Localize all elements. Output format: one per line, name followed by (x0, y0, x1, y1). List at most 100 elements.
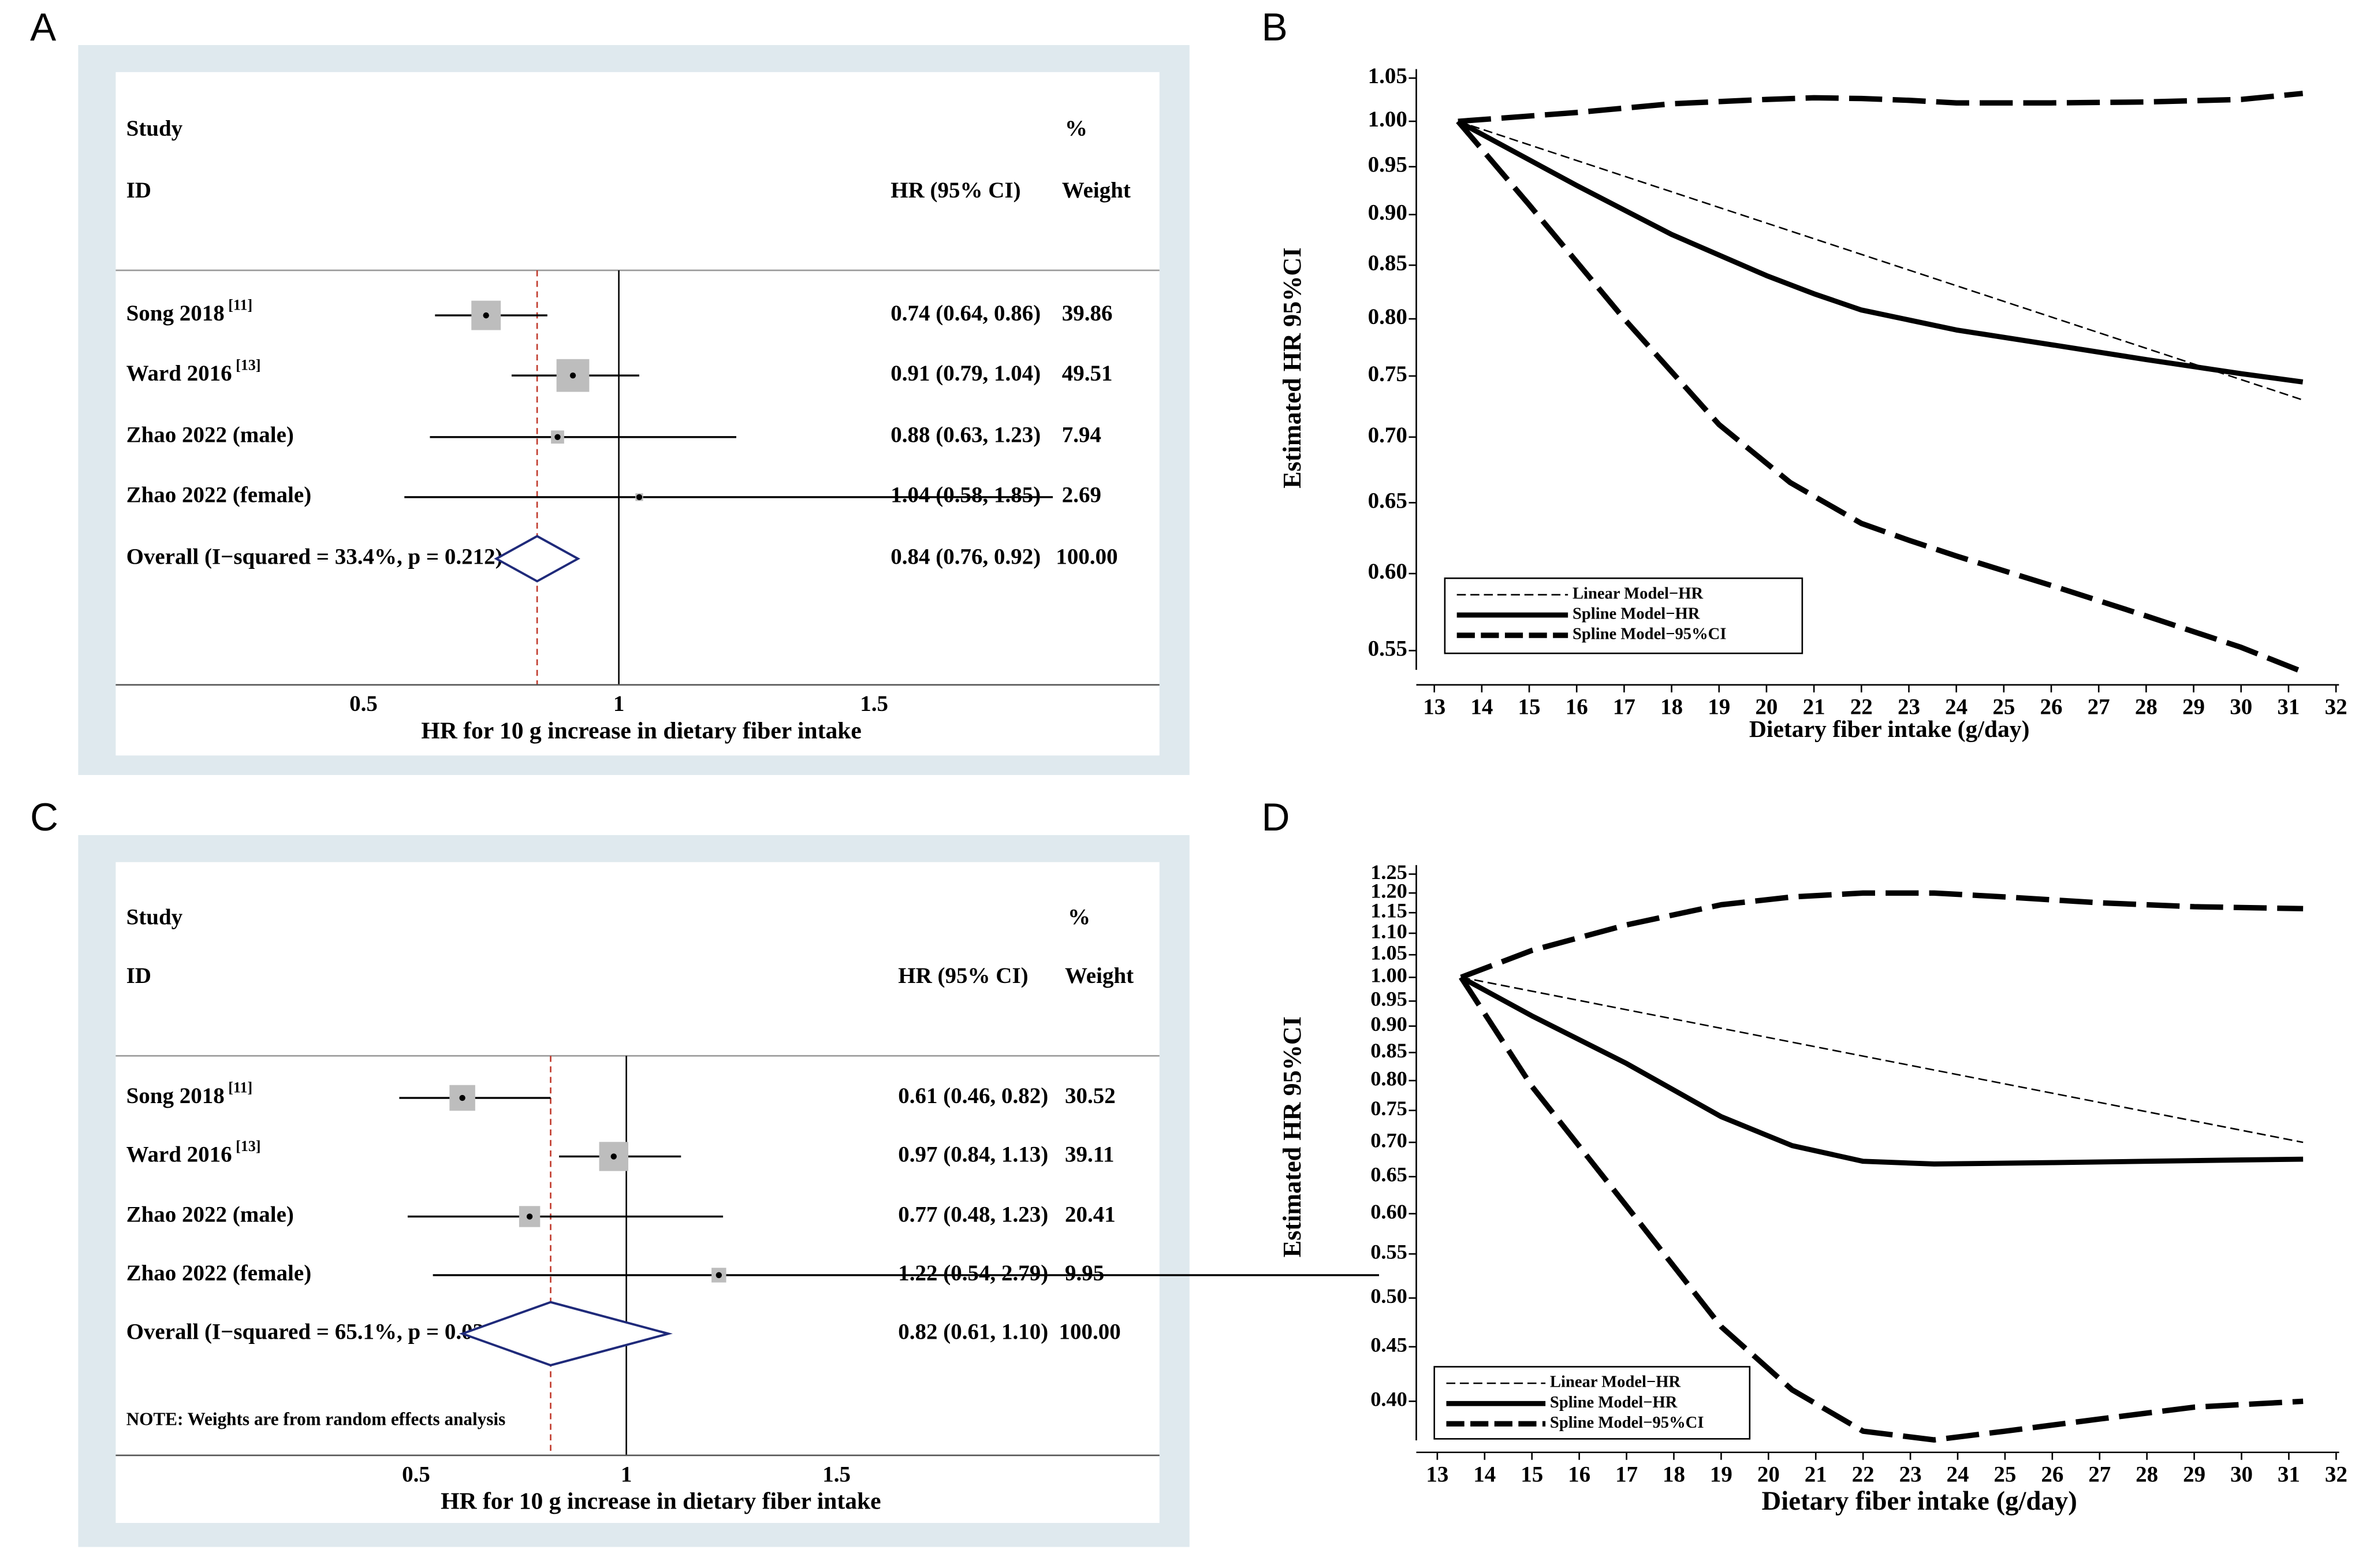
panel-A-plot-area (115, 72, 1160, 756)
panel-D-y-tick-label: 0.70 (1370, 1128, 1407, 1152)
panel-B-x-tick-label: 31 (2277, 694, 2300, 719)
panel-D-x-tick-label: 30 (2230, 1462, 2253, 1487)
panel-D: D 1.251.201.151.101.051.000.950.90 0.85 0.8… (1262, 796, 2347, 1516)
panel-B-x-tick-label: 15 (1518, 694, 1541, 719)
panel-A-study-name: Zhao 2022 (female) (126, 483, 312, 508)
panel-C-header-hr: HR (95% CI) (898, 963, 1028, 988)
panel-A-study-name: Zhao 2022 (male) (126, 423, 294, 448)
panel-C-x-tick-label: 0.5 (402, 1462, 430, 1487)
panel-A-weight-text: 2.69 (1062, 483, 1101, 508)
panel-C-weight-text: 9.95 (1065, 1261, 1104, 1286)
panel-D-legend-label: Spline Model−HR (1550, 1394, 1678, 1411)
panel-C-point-estimate (459, 1094, 465, 1101)
panel-A-header-pct: % (1065, 116, 1087, 141)
panel-B-y-axis-label: Estimated HR 95%CI (1278, 247, 1306, 488)
panel-B-x-tick-label: 19 (1708, 694, 1730, 719)
panel-B-x-tick-label: 17 (1613, 694, 1635, 719)
panel-D-y-tick-label: 0.80 (1370, 1067, 1407, 1090)
panel-A-header-hr: HR (95% CI) (890, 178, 1020, 203)
panel-A-hr-text: 0.91 (0.79, 1.04) (890, 361, 1041, 386)
panel-D-y-tick-label: 0.85 (1370, 1039, 1407, 1062)
panel-B-y-tick-label: 0.80 (1368, 304, 1407, 329)
panel-D-x-tick-label: 28 (2136, 1462, 2158, 1487)
panel-A-weight-text: 39.86 (1062, 301, 1113, 326)
panel-A-hr-text: 0.88 (0.63, 1.23) (890, 423, 1041, 448)
panel-C-letter: C (30, 796, 58, 839)
panel-C-hr-text: 0.97 (0.84, 1.13) (898, 1142, 1048, 1167)
panel-B-x-tick-label: 27 (2088, 694, 2110, 719)
panel-C-study-name: Zhao 2022 (female) (126, 1261, 312, 1286)
panel-C-header-pct: % (1068, 905, 1090, 930)
panel-A-header-study: Study (126, 116, 183, 141)
panel-A-overall-weight: 100.00 (1056, 544, 1117, 569)
panel-D-x-tick-label: 17 (1615, 1462, 1638, 1487)
panel-C-overall-diamond (459, 1301, 673, 1366)
panel-D-y-tick-label: 0.45 (1370, 1333, 1407, 1356)
panel-A-hr-text: 1.04 (0.58, 1.85) (890, 483, 1041, 508)
panel-B-y-tick-label: 1.05 (1368, 64, 1407, 88)
panel-D-series-line (1460, 976, 2304, 1144)
panel-A-hr-text: 0.74 (0.64, 0.86) (890, 301, 1041, 326)
panel-B-x-tick-label: 26 (2040, 694, 2063, 719)
panel-C-header-study: Study (126, 905, 183, 930)
panel-C-weight-text: 30.52 (1065, 1083, 1116, 1108)
panel-B-y-tick-label: 0.95 (1368, 152, 1407, 177)
panel-D-x-tick-label: 21 (1805, 1462, 1827, 1487)
panel-D-y-tick-label: 0.55 (1370, 1241, 1407, 1264)
panel-D-x-tick-label: 22 (1852, 1462, 1875, 1487)
panel-B-y-tick-label: 0.65 (1368, 488, 1407, 513)
panel-B-x-axis-label: Dietary fiber intake (g/day) (1749, 716, 2030, 743)
panel-B-y-tick-label: 0.60 (1368, 559, 1407, 584)
panel-D-legend-label: Spline Model−95%CI (1550, 1414, 1704, 1432)
panel-B-x-tick-label: 32 (2325, 694, 2347, 719)
panel-D-y-tick-label: 0.50 (1370, 1284, 1407, 1308)
panel-D-x-tick-label: 32 (2325, 1462, 2347, 1487)
panel-D-y-tick-label: 0.65 (1370, 1163, 1407, 1186)
panel-B-legend-label: Spline Model−HR (1573, 605, 1700, 623)
panel-D-x-tick-label: 15 (1521, 1462, 1543, 1487)
panel-B-y-tick-label: 0.55 (1368, 636, 1407, 661)
panel-D-y-tick-label: 0.40 (1370, 1388, 1407, 1411)
panel-B-x-tick-label: 24 (1945, 694, 1968, 719)
panel-B-x-tick-label: 20 (1755, 694, 1778, 719)
panel-C-note: NOTE: Weights are from random effects an… (126, 1409, 506, 1429)
panel-D-x-tick-label: 24 (1946, 1462, 1969, 1487)
panel-D-x-tick-label: 31 (2278, 1462, 2300, 1487)
panel-B-x-tick-label: 23 (1898, 694, 1920, 719)
panel-A-point-estimate (636, 494, 643, 500)
panel-C-point-estimate (610, 1153, 617, 1160)
panel-C-x-tick-label: 1 (621, 1462, 632, 1487)
panel-A-header-id: ID (126, 178, 151, 203)
panel-C-header-weight: Weight (1065, 963, 1134, 988)
panel-C-x-tick-label: 1.5 (822, 1462, 851, 1487)
panel-D-y-tick-label: 1.15 (1370, 899, 1407, 922)
panel-D-y-tick-label: 1.00 (1370, 964, 1407, 987)
panel-C-hr-text: 1.22 (0.54, 2.79) (898, 1261, 1048, 1286)
panel-A-overall-label: Overall (I−squared = 33.4%, p = 0.212) (126, 544, 503, 569)
panel-C-hr-text: 0.61 (0.46, 0.82) (898, 1083, 1048, 1108)
panel-D-x-tick-label: 29 (2183, 1462, 2205, 1487)
panel-A-x-axis-label: HR for 10 g increase in dietary fiber in… (421, 717, 861, 744)
panel-B-series-line (1458, 120, 2304, 401)
panel-A-header-weight: Weight (1062, 178, 1131, 203)
panel-B-x-tick-label: 28 (2135, 694, 2157, 719)
panel-B-series-line (1456, 119, 2304, 385)
panel-C-overall-label: Overall (I−squared = 65.1%, p = 0.035) (126, 1319, 503, 1344)
panel-B-legend-label: Linear Model−HR (1573, 584, 1704, 602)
panel-D-x-tick-label: 14 (1473, 1462, 1496, 1487)
panel-C-study-ref: [13] (232, 1138, 261, 1154)
panel-D-series-line (1459, 975, 2304, 1167)
panel-D-y-tick-label: 0.90 (1370, 1012, 1407, 1036)
panel-C-study-ref: [11] (225, 1079, 252, 1096)
panel-B-series-line (1456, 120, 2304, 675)
panel-B-y-tick-label: 0.70 (1368, 423, 1407, 448)
panel-D-x-tick-label: 27 (2088, 1462, 2111, 1487)
panel-C-study-name: Zhao 2022 (male) (126, 1202, 294, 1227)
panel-D-x-tick-label: 25 (1993, 1462, 2016, 1487)
panel-C-header-id: ID (126, 963, 151, 988)
panel-D-series-line (1459, 975, 2304, 1443)
panel-B-legend-label: Spline Model−95%CI (1573, 625, 1727, 643)
panel-A-x-tick-label: 0.5 (349, 691, 378, 716)
